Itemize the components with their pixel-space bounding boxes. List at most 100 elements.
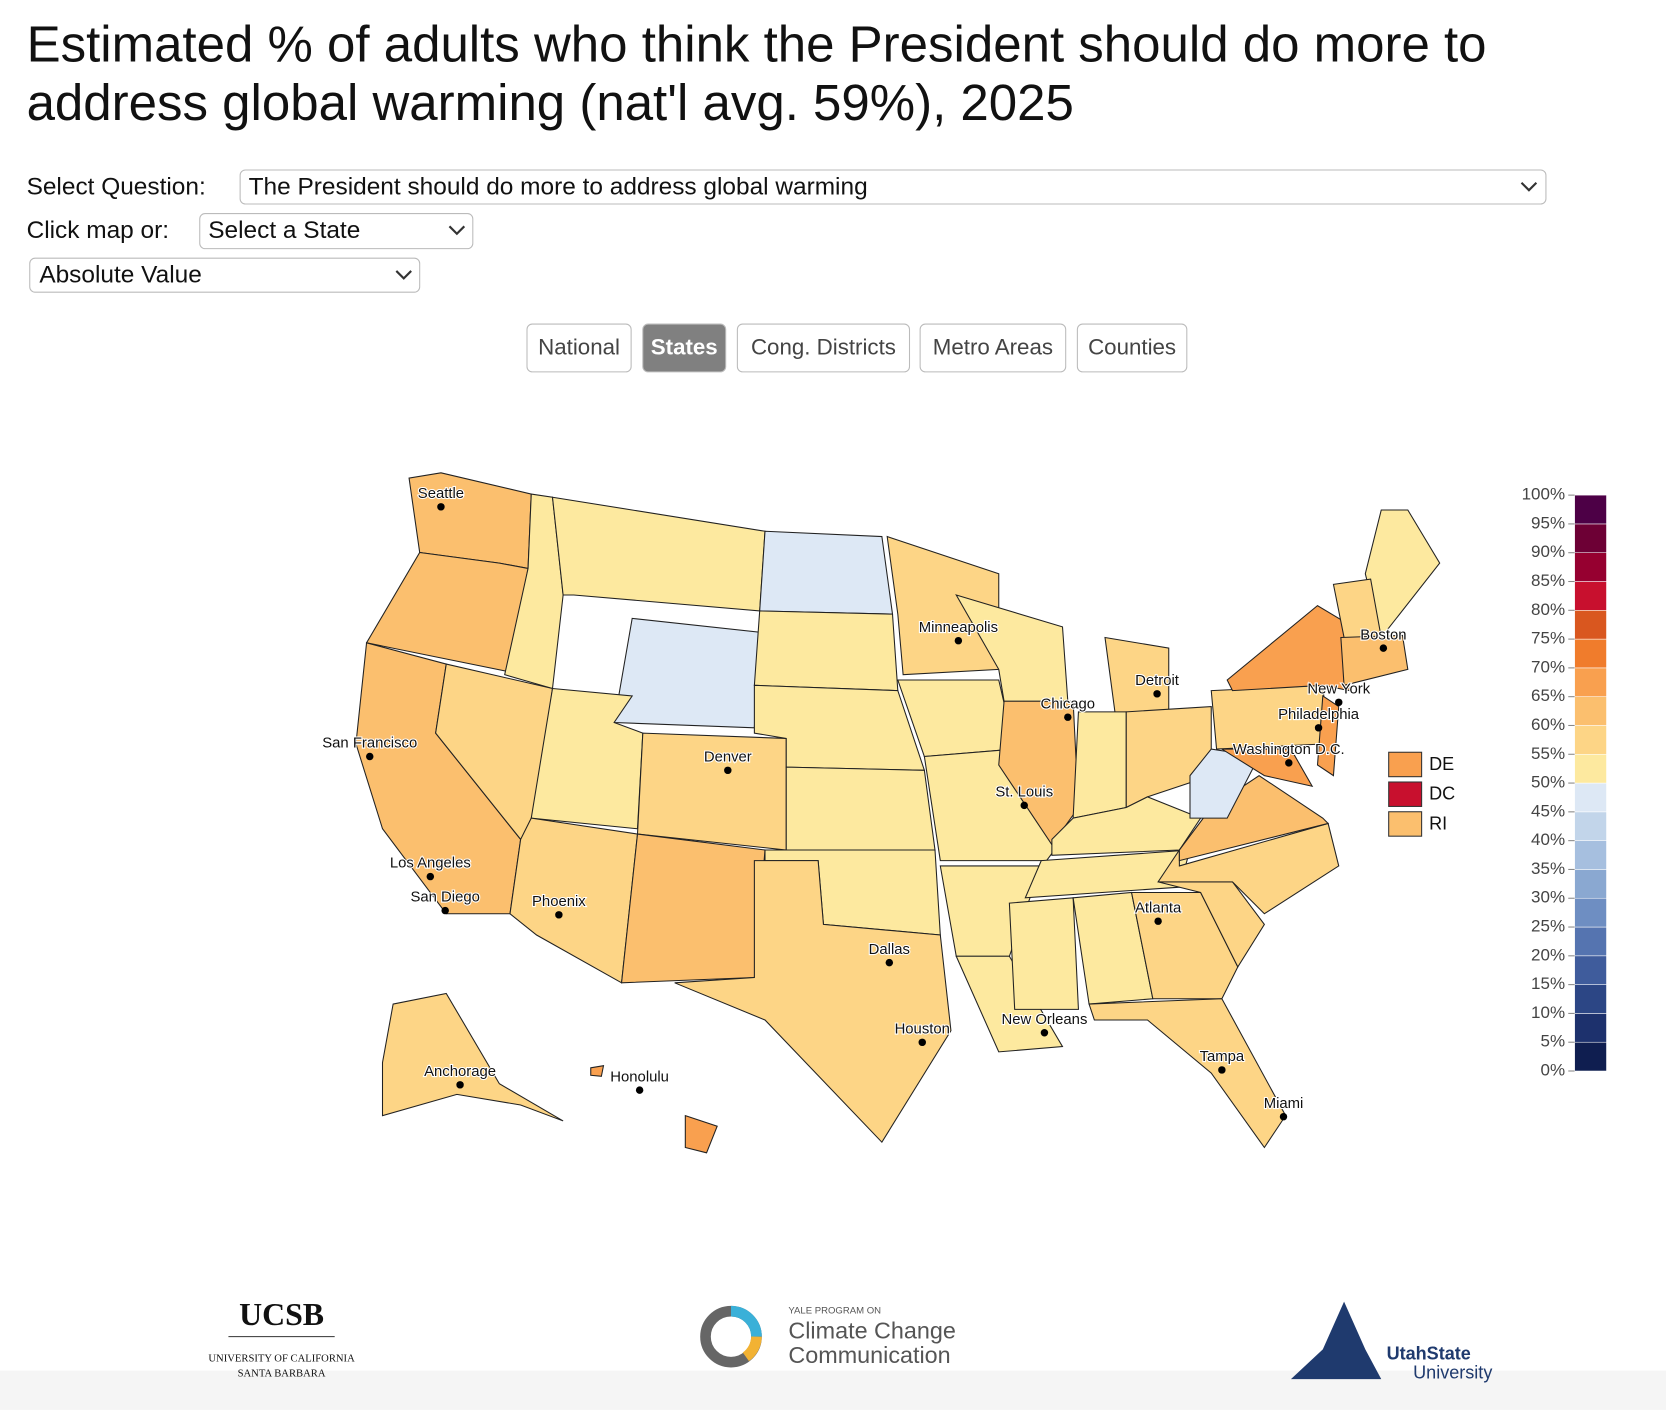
- city-label: Chicago: [1041, 696, 1096, 712]
- legend-bin: [1574, 869, 1607, 899]
- city-marker: [885, 958, 894, 967]
- state[interactable]: [674, 860, 952, 1144]
- select-value[interactable]: Absolute Value: [39, 262, 201, 289]
- city-marker: [1040, 1029, 1049, 1037]
- city-marker: [724, 766, 732, 775]
- legend-bin: [1574, 782, 1607, 813]
- state[interactable]: [1226, 604, 1350, 692]
- tab-label[interactable]: Metro Areas: [933, 334, 1053, 359]
- legend-tick-label: 70%: [1531, 657, 1565, 676]
- state[interactable]: [1340, 634, 1409, 686]
- legend-bin: [1574, 926, 1607, 957]
- state[interactable]: [785, 766, 936, 851]
- legend-tick-label: 25%: [1531, 917, 1565, 936]
- small-state-box[interactable]: [1388, 751, 1423, 778]
- legend-bin: [1574, 552, 1607, 582]
- city-label: Denver: [704, 749, 752, 765]
- city-label: Seattle: [418, 486, 464, 502]
- city-label: Los Angeles: [390, 856, 471, 872]
- small-state-box[interactable]: [1388, 781, 1423, 807]
- state[interactable]: [1072, 711, 1127, 819]
- state[interactable]: [955, 955, 1064, 1053]
- select[interactable]: [199, 213, 474, 250]
- select[interactable]: [239, 169, 1547, 205]
- city-marker: [1285, 759, 1293, 767]
- state[interactable]: [613, 617, 761, 729]
- select[interactable]: [29, 257, 421, 293]
- city-marker: [954, 636, 963, 645]
- legend-bin: [1574, 610, 1607, 640]
- tab-button[interactable]: [642, 323, 727, 373]
- tab-button[interactable]: [919, 323, 1067, 373]
- state[interactable]: [753, 610, 899, 692]
- city-marker: [1153, 690, 1161, 698]
- state[interactable]: [1008, 897, 1079, 1010]
- legend-bin: [1574, 581, 1607, 611]
- logo-text: SANTA BARBARA: [238, 1368, 326, 1379]
- legend-bin: [1574, 984, 1607, 1014]
- select-value[interactable]: Select a State: [208, 217, 360, 244]
- legend-bin: [1574, 897, 1607, 928]
- legend-tick-label: 20%: [1531, 945, 1565, 964]
- state[interactable]: [1088, 998, 1287, 1149]
- state[interactable]: [684, 1114, 718, 1154]
- legend-bin: [1574, 754, 1607, 784]
- yale-logo: YALE PROGRAM ON Climate Change Communica…: [700, 1306, 956, 1368]
- city-label: Atlanta: [1135, 900, 1182, 916]
- logo-text: UtahState: [1387, 1343, 1471, 1363]
- state[interactable]: [1051, 796, 1202, 856]
- tab-label[interactable]: Counties: [1088, 334, 1176, 359]
- city-marker: [1020, 801, 1028, 810]
- map[interactable]: Seattle San Francisco Los Angeles San Diego…: [321, 472, 1455, 1154]
- legend-bin: [1574, 494, 1607, 525]
- state[interactable]: [551, 496, 766, 612]
- legend-tick-label: 95%: [1531, 513, 1565, 532]
- city-marker: [437, 503, 445, 511]
- chevron: [448, 225, 466, 236]
- footer-band: [0, 1370, 1666, 1410]
- legend-bin: [1574, 696, 1607, 726]
- legend-bin: [1574, 1041, 1607, 1072]
- tab-label[interactable]: National: [538, 334, 620, 359]
- city-marker: [1314, 724, 1323, 732]
- legend-bin: [1574, 667, 1607, 697]
- tab-button[interactable]: [526, 323, 632, 373]
- city-marker: [456, 1081, 464, 1089]
- tab-label[interactable]: States: [651, 334, 718, 359]
- legend-bin: [1574, 811, 1607, 841]
- state[interactable]: [1189, 748, 1260, 819]
- state[interactable]: [620, 833, 766, 984]
- state[interactable]: [759, 530, 894, 615]
- legend-tick-label: 35%: [1531, 859, 1565, 878]
- legend-tick-label: 10%: [1531, 1003, 1565, 1022]
- legend-bin: [1574, 638, 1607, 669]
- small-state-label: DE: [1429, 754, 1454, 774]
- state[interactable]: [590, 1065, 605, 1077]
- city-marker: [441, 906, 449, 915]
- tab-button[interactable]: [1076, 323, 1188, 373]
- city-label: Houston: [895, 1021, 950, 1037]
- city-label: Honolulu: [610, 1069, 669, 1085]
- tab-button[interactable]: [736, 323, 911, 373]
- small-state-box[interactable]: [1388, 811, 1423, 837]
- state[interactable]: [1157, 822, 1340, 915]
- tab-label[interactable]: Cong. Districts: [751, 334, 896, 359]
- city-label: Tampa: [1200, 1049, 1245, 1065]
- legend-tick-label: 15%: [1531, 974, 1565, 993]
- state[interactable]: [886, 535, 1000, 676]
- state[interactable]: [1316, 694, 1340, 777]
- label: Select Question:: [27, 174, 206, 201]
- city-label: Washington D.C.: [1233, 742, 1345, 758]
- logo-text: Climate Change: [788, 1318, 956, 1344]
- city-marker: [555, 911, 563, 919]
- select-value[interactable]: The President should do more to address …: [249, 174, 868, 201]
- city-marker: [1335, 698, 1343, 707]
- city-marker: [366, 752, 374, 761]
- city-label: Dallas: [869, 942, 910, 958]
- legend-tick-label: 75%: [1531, 629, 1565, 648]
- city-label: Miami: [1264, 1096, 1304, 1112]
- city-label: Phoenix: [532, 894, 586, 910]
- state[interactable]: [381, 992, 564, 1122]
- state[interactable]: [1220, 748, 1314, 788]
